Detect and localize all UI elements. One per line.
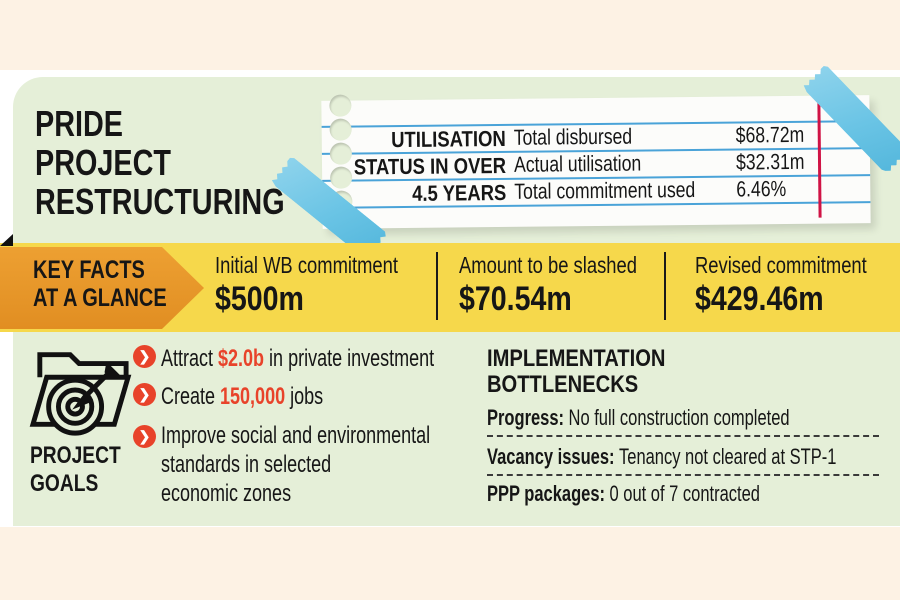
fact-initial-commitment: Initial WB commitment $500m	[215, 252, 444, 318]
bottlenecks-heading: IMPLEMENTATION BOTTLENECKS	[487, 346, 699, 398]
goal-text: jobs	[285, 383, 324, 410]
title-line-2: PROJECT	[35, 142, 172, 183]
chevron-right-circle-icon: ❯	[133, 383, 156, 406]
goal-highlight: $2.0b	[218, 345, 265, 372]
table-row: Total disbursed $68.72m	[513, 122, 805, 151]
fact-value: $500m	[215, 280, 304, 318]
row-label: Actual utilisation	[513, 150, 642, 177]
table-row: Actual utilisation $32.31m	[513, 149, 805, 178]
chevron-right-circle-icon: ❯	[133, 345, 156, 368]
row-value: $32.31m	[735, 148, 805, 175]
bottleneck-item: Vacancy issues: Tenancy not cleared at ST…	[487, 444, 900, 470]
bottleneck-text: Tenancy not cleared at STP-1	[619, 444, 837, 469]
bottlenecks-heading-line: IMPLEMENTATION	[487, 345, 666, 372]
fact-label: Amount to be slashed	[459, 252, 637, 278]
goals-label-line: GOALS	[30, 470, 99, 497]
goal-text: in private investment	[264, 345, 435, 372]
key-facts-heading: KEY FACTS AT A GLANCE	[33, 256, 200, 312]
punch-hole	[329, 94, 352, 117]
fact-label: Initial WB commitment	[215, 252, 399, 278]
chevron-right-circle-icon: ❯	[133, 425, 156, 448]
title-line-1: PRIDE	[35, 103, 124, 144]
bottleneck-item: PPP packages: 0 out of 7 contracted	[487, 481, 851, 507]
goal-text: Attract	[161, 345, 219, 372]
fact-value: $70.54m	[459, 280, 572, 318]
bottleneck-text: No full construction completed	[568, 405, 790, 430]
goal-text: Create	[161, 383, 221, 410]
notepad-heading: UTILISATION STATUS IN OVER 4.5 YEARS	[346, 125, 507, 208]
bottleneck-label: Progress:	[487, 405, 565, 430]
bottom-cream-band	[0, 527, 900, 600]
key-facts-heading-line: KEY FACTS	[33, 256, 145, 284]
table-row: Total commitment used 6.46%	[514, 176, 786, 204]
goal-item: ❯ Create 150,000 jobs	[133, 383, 377, 411]
column-divider	[436, 252, 438, 320]
row-label: Total disbursed	[513, 123, 633, 150]
title-line-3: RESTRUCTURING	[35, 181, 285, 222]
dashed-divider	[487, 435, 879, 437]
utilisation-notepad: UTILISATION STATUS IN OVER 4.5 YEARS Tot…	[321, 94, 871, 229]
bottlenecks-heading-line: BOTTLENECKS	[487, 371, 639, 398]
folder-target-icon	[29, 352, 132, 436]
goals-label-line: PROJECT	[30, 442, 121, 469]
bottleneck-text: 0 out of 7 contracted	[609, 481, 760, 506]
bottleneck-label: Vacancy issues:	[487, 444, 615, 469]
top-cream-band	[0, 0, 900, 70]
fact-value: $429.46m	[695, 280, 824, 318]
goal-text-line: Improve social and environmental	[161, 422, 431, 449]
row-label: Total commitment used	[514, 176, 696, 204]
goal-text-line: economic zones	[161, 480, 292, 507]
row-value: $68.72m	[735, 121, 805, 148]
page-title: PRIDE PROJECT RESTRUCTURING	[35, 104, 347, 221]
notepad-heading-line: STATUS IN OVER	[353, 152, 507, 180]
fact-revised-commitment: Revised commitment $429.46m	[695, 252, 900, 318]
fact-label: Revised commitment	[695, 252, 867, 278]
column-divider	[664, 252, 666, 320]
key-facts-heading-line: AT A GLANCE	[33, 284, 167, 312]
fact-amount-slashed: Amount to be slashed $70.54m	[459, 252, 681, 318]
key-facts-arrow	[0, 247, 204, 329]
dashed-divider	[487, 474, 879, 476]
margin-line	[817, 100, 822, 218]
bottleneck-label: PPP packages:	[487, 481, 606, 506]
notepad-heading-line: UTILISATION	[390, 125, 506, 153]
goal-item: ❯ Attract $2.0b in private investment	[133, 345, 525, 373]
goal-highlight: 150,000	[220, 383, 286, 410]
row-value: 6.46%	[736, 176, 787, 202]
project-goals-label: PROJECT GOALS	[30, 442, 143, 498]
goal-text-line: standards in selected	[161, 451, 332, 478]
notepad-heading-line: 4.5 YEARS	[412, 179, 507, 206]
goal-item: ❯ Improve social and environmental stand…	[133, 421, 520, 508]
bottleneck-item: Progress: No full construction completed	[487, 405, 890, 431]
